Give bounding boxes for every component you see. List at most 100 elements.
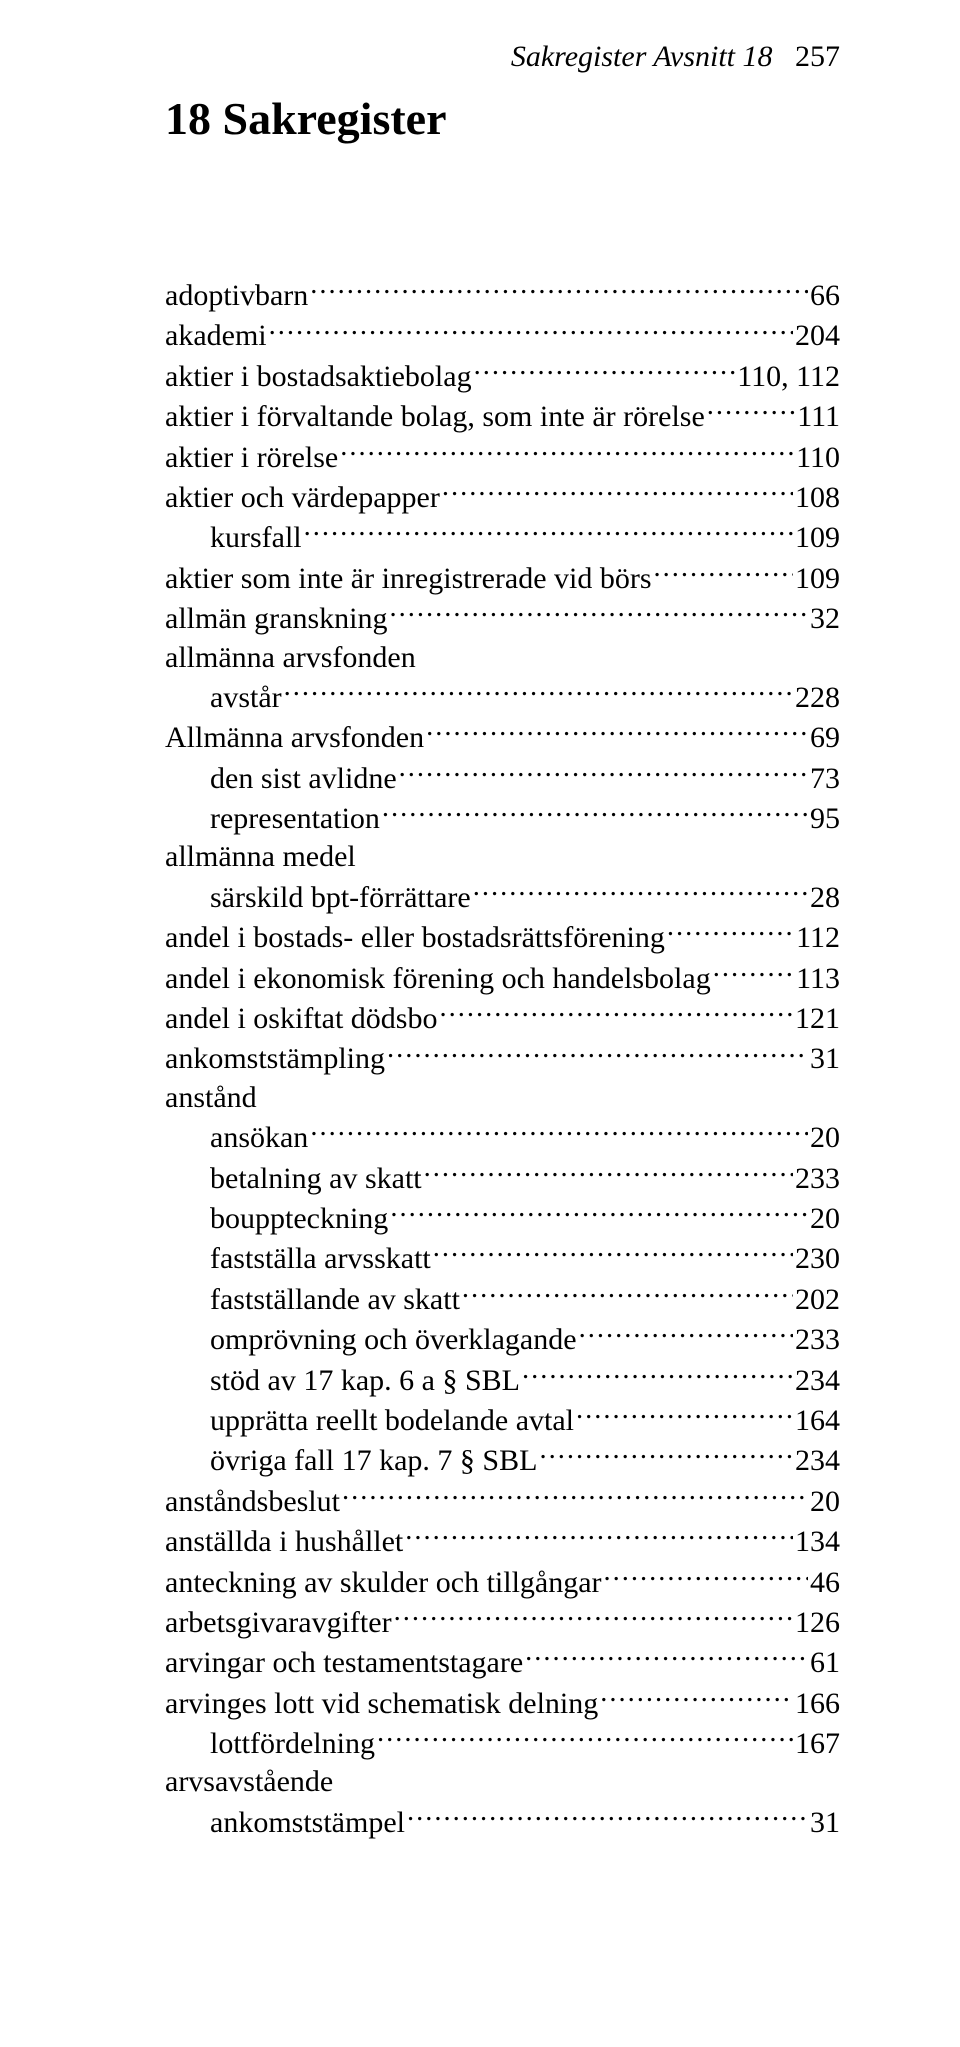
index-entry: andel i bostads- eller bostadsrättsfören… bbox=[165, 917, 840, 957]
leader-dots bbox=[439, 998, 793, 1028]
leader-dots bbox=[576, 1400, 793, 1430]
index-entry: stöd av 17 kap. 6 a § SBL234 bbox=[165, 1360, 840, 1400]
index-entry: andel i oskiftat dödsbo 121 bbox=[165, 998, 840, 1038]
index-entry: kursfall 109 bbox=[165, 517, 840, 557]
index-entry-page: 228 bbox=[795, 679, 840, 717]
index-entry-page: 20 bbox=[810, 1483, 840, 1521]
leader-dots bbox=[399, 758, 808, 788]
index-entry: adoptivbarn66 bbox=[165, 275, 840, 315]
leader-dots bbox=[604, 1562, 808, 1592]
index-entry-label: avstår bbox=[210, 679, 282, 717]
leader-dots bbox=[387, 1038, 808, 1068]
index-entry-page: 121 bbox=[795, 1000, 840, 1038]
leader-dots bbox=[462, 1279, 793, 1309]
index-entry-label: kursfall bbox=[210, 519, 302, 557]
index-entry: andel i ekonomisk förening och handelsbo… bbox=[165, 958, 840, 998]
leader-dots bbox=[394, 1602, 793, 1632]
index-entry-page: 234 bbox=[795, 1362, 840, 1400]
leader-dots bbox=[310, 275, 808, 305]
index-entry: aktier som inte är inregistrerade vid bö… bbox=[165, 558, 840, 598]
index-entry-page: 109 bbox=[795, 519, 840, 557]
index-entry-label: andel i oskiftat dödsbo bbox=[165, 1000, 437, 1038]
index-entry-label: arvingar och testamentstagare bbox=[165, 1644, 523, 1682]
leader-dots bbox=[405, 1521, 793, 1551]
index-entry: särskild bpt-förrättare28 bbox=[165, 877, 840, 917]
index-entry-page: 73 bbox=[810, 760, 840, 798]
index-entry-page: 233 bbox=[795, 1160, 840, 1198]
leader-dots bbox=[269, 315, 793, 345]
index-entry: den sist avlidne 73 bbox=[165, 758, 840, 798]
index-entry: anståndsbeslut 20 bbox=[165, 1481, 840, 1521]
index-entry-label: adoptivbarn bbox=[165, 277, 308, 315]
index-entry-page: 230 bbox=[795, 1240, 840, 1278]
index-entry-page: 126 bbox=[795, 1604, 840, 1642]
leader-dots bbox=[474, 356, 736, 386]
index-entry: arvsavstående bbox=[165, 1763, 840, 1801]
index-entry: allmänna arvsfonden bbox=[165, 639, 840, 677]
index-entry-page: 109 bbox=[795, 560, 840, 598]
index-entry-label: anståndsbeslut bbox=[165, 1483, 340, 1521]
leader-dots bbox=[442, 477, 793, 507]
index-entry-label: aktier i förvaltande bolag, som inte är … bbox=[165, 398, 705, 436]
running-title: Sakregister Avsnitt 18 bbox=[511, 40, 773, 73]
index-entry: arbetsgivaravgifter126 bbox=[165, 1602, 840, 1642]
index-entry-label: andel i ekonomisk förening och handelsbo… bbox=[165, 960, 711, 998]
leader-dots bbox=[407, 1802, 808, 1832]
index-entry-label: anteckning av skulder och tillgångar bbox=[165, 1564, 602, 1602]
leader-dots bbox=[579, 1319, 793, 1349]
index-entry-label: omprövning och överklagande bbox=[210, 1321, 577, 1359]
leader-dots bbox=[389, 598, 808, 628]
leader-dots bbox=[426, 717, 808, 747]
index-entry: aktier i bostadsaktiebolag110, 112 bbox=[165, 356, 840, 396]
index-entry: arvingar och testamentstagare 61 bbox=[165, 1642, 840, 1682]
running-header: Sakregister Avsnitt 18 257 bbox=[165, 40, 840, 74]
leader-dots bbox=[473, 877, 808, 907]
index-entry: aktier i rörelse110 bbox=[165, 437, 840, 477]
index-entry-label: akademi bbox=[165, 317, 267, 355]
index-entry-label: arvsavstående bbox=[165, 1763, 333, 1801]
index-entry: omprövning och överklagande233 bbox=[165, 1319, 840, 1359]
index-entry-page: 20 bbox=[810, 1119, 840, 1157]
index-entry-page: 113 bbox=[796, 960, 840, 998]
index-entry: fastställande av skatt202 bbox=[165, 1279, 840, 1319]
index-entry-page: 69 bbox=[810, 719, 840, 757]
index-entry-page: 108 bbox=[795, 479, 840, 517]
index-entry: övriga fall 17 kap. 7 § SBL234 bbox=[165, 1440, 840, 1480]
index-entry-label: allmän granskning bbox=[165, 600, 387, 638]
index-entry: representation95 bbox=[165, 798, 840, 838]
leader-dots bbox=[284, 677, 793, 707]
index-entry: aktier i förvaltande bolag, som inte är … bbox=[165, 396, 840, 436]
leader-dots bbox=[525, 1642, 808, 1672]
leader-dots bbox=[539, 1440, 793, 1470]
index-entry: anställda i hushållet134 bbox=[165, 1521, 840, 1561]
index-entry: allmän granskning 32 bbox=[165, 598, 840, 638]
index-entry-page: 202 bbox=[795, 1281, 840, 1319]
index-entry: ankomststämpel31 bbox=[165, 1802, 840, 1842]
index-entry-label: ankomststämpling bbox=[165, 1040, 385, 1078]
index-entry-label: den sist avlidne bbox=[210, 760, 397, 798]
index-entry-page: 20 bbox=[810, 1200, 840, 1238]
index-entry: Allmänna arvsfonden69 bbox=[165, 717, 840, 757]
index-entry-label: allmänna medel bbox=[165, 838, 356, 876]
index-entry-page: 112 bbox=[796, 919, 840, 957]
index-entry-label: andel i bostads- eller bostadsrättsfören… bbox=[165, 919, 665, 957]
index-entry-label: särskild bpt-förrättare bbox=[210, 879, 471, 917]
index-entry-page: 61 bbox=[810, 1644, 840, 1682]
index-entry-page: 111 bbox=[797, 398, 840, 436]
index-entry-page: 166 bbox=[795, 1685, 840, 1723]
index-entry: bouppteckning20 bbox=[165, 1198, 840, 1238]
index-entry: allmänna medel bbox=[165, 838, 840, 876]
index-entry-label: aktier och värdepapper bbox=[165, 479, 440, 517]
leader-dots bbox=[433, 1238, 793, 1268]
index-entry: anstånd bbox=[165, 1079, 840, 1117]
leader-dots bbox=[304, 517, 793, 547]
index-entry-page: 32 bbox=[810, 600, 840, 638]
leader-dots bbox=[340, 437, 794, 467]
index-entry: aktier och värdepapper 108 bbox=[165, 477, 840, 517]
leader-dots bbox=[713, 958, 794, 988]
index-entry-label: representation bbox=[210, 800, 380, 838]
index-entry: betalning av skatt233 bbox=[165, 1158, 840, 1198]
leader-dots bbox=[390, 1198, 808, 1228]
index-entry-label: ansökan bbox=[210, 1119, 308, 1157]
index-entry-page: 110 bbox=[796, 439, 840, 477]
